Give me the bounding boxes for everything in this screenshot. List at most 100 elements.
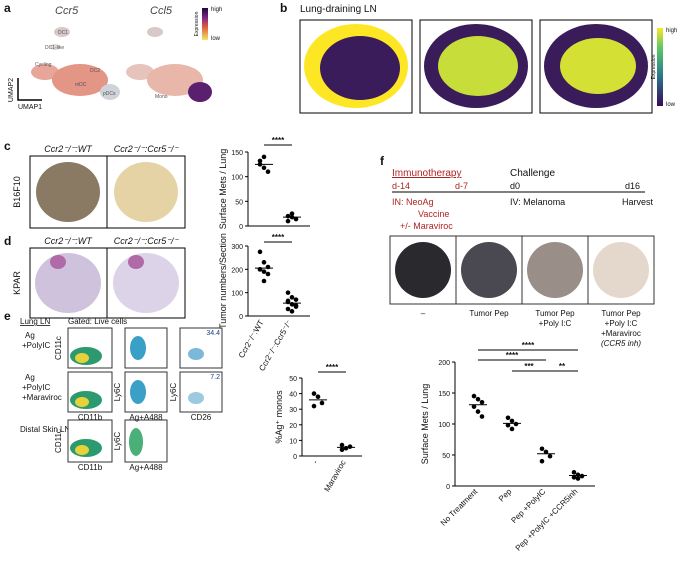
y-tick-label: 50: [442, 453, 450, 460]
cluster-label: pDCs: [103, 91, 116, 97]
group-label: +Poly I:C: [539, 319, 572, 328]
axis-label: Ly6C: [169, 383, 178, 402]
tissue: [438, 36, 518, 96]
colorbar-label: low: [211, 36, 221, 42]
axis-label: Ag+A488: [129, 463, 163, 472]
group-label: +Poly I:C: [605, 319, 638, 328]
colorbar: [202, 8, 208, 40]
group-label: –: [421, 309, 426, 318]
gate-label: Gated: Live cells: [68, 317, 127, 326]
y-tick-label: 20: [289, 423, 297, 430]
data-point: [293, 297, 299, 302]
data-point: [289, 211, 295, 216]
density: [75, 353, 89, 363]
gene-title: Ccl5: [150, 5, 173, 17]
data-point: [505, 415, 511, 421]
phase-label: Challenge: [510, 168, 555, 179]
umap-cluster: [188, 82, 212, 102]
data-point: [285, 290, 291, 295]
x-tick-label: Pep: [497, 487, 514, 504]
y-tick-label: 100: [438, 422, 450, 429]
data-point: [339, 447, 345, 453]
panel-label: d: [4, 234, 11, 248]
tissue-label: Lung LN: [20, 317, 50, 326]
phase-label: Immunotherapy: [392, 168, 461, 179]
panel-title: Lung-draining LN: [300, 4, 377, 15]
data-point: [285, 213, 291, 219]
data-point: [479, 400, 485, 405]
cluster-label: mDC: [75, 82, 87, 88]
y-tick-label: 0: [239, 224, 243, 231]
umap-axes: [17, 78, 42, 101]
axis-label: CD11c: [54, 336, 63, 360]
y-tick-label: 0: [446, 484, 450, 491]
panel-a: a Ccr5 Ccl5 DC1 DC1-like Cycling DC2 mDC…: [4, 1, 222, 111]
axis-label: CD11b: [78, 463, 103, 472]
density: [129, 428, 143, 456]
cluster-label: Cycling: [35, 62, 52, 68]
y-axis-label: Tumor numbers/Section: [218, 233, 228, 329]
umap-cluster: [31, 64, 59, 80]
y-tick-label: 100: [231, 175, 243, 182]
data-point: [285, 298, 291, 304]
panel-label: a: [4, 1, 11, 15]
data-point: [471, 404, 477, 409]
colorbar-title: Expression: [194, 11, 200, 36]
density: [130, 336, 146, 360]
y-axis-label: %Ag⁺ monos: [274, 390, 284, 444]
day: d-14: [392, 181, 410, 191]
model-label: B16F10: [12, 176, 22, 208]
step: IN: NeoAg: [392, 197, 434, 207]
panel-f: f Immunotherapy Challenge d-14 d-7 d0 d1…: [380, 154, 655, 348]
gene-label: Ccl5: [544, 23, 561, 32]
data-point: [475, 409, 481, 414]
day: d-7: [455, 181, 468, 191]
data-point: [319, 400, 325, 406]
panel-c: c Ccr2⁻/⁻:WT Ccr2⁻/⁻:Ccr5⁻/⁻ B16F10: [4, 139, 186, 229]
data-point: [289, 309, 295, 314]
lung: [593, 242, 649, 298]
density: [75, 445, 89, 455]
y-tick-label: 10: [289, 438, 297, 445]
genotype: Ccr2⁻/⁻:WT: [44, 236, 93, 246]
data-point: [347, 444, 353, 449]
panel-label: c: [4, 139, 11, 153]
data-point: [543, 449, 549, 455]
umap-cluster: [147, 64, 203, 96]
lung: [461, 242, 517, 298]
data-point: [257, 158, 263, 164]
panel-d: d Ccr2⁻/⁻:WT Ccr2⁻/⁻:Ccr5⁻/⁻ KPAR: [4, 234, 186, 319]
x-tick-label: Maraviroc: [322, 459, 347, 494]
data-point: [505, 422, 511, 428]
axis-label: CD11c: [54, 429, 63, 453]
y-tick-label: 50: [289, 376, 297, 383]
data-point: [479, 414, 485, 419]
day: d0: [510, 181, 520, 191]
step: Vaccine: [418, 209, 449, 219]
flow-plot: [179, 371, 223, 413]
data-point: [293, 216, 299, 222]
data-point: [343, 445, 349, 451]
data-point: [575, 472, 581, 478]
umap-cluster: [126, 64, 154, 80]
data-point: [289, 295, 295, 300]
axis-label: CD11b: [78, 413, 103, 422]
lung-section: [50, 255, 66, 269]
colorbar-label: low: [666, 102, 676, 108]
panel-label: e: [4, 309, 11, 323]
lung: [395, 242, 451, 298]
data-point: [261, 165, 267, 171]
umap-cluster: [147, 27, 163, 37]
lung: [527, 242, 583, 298]
data-point: [257, 249, 263, 255]
significance-label: ****: [272, 136, 285, 145]
axis-label: Ly6C: [113, 432, 122, 451]
gene-label: Cd19: [304, 23, 324, 32]
row-label: +Maraviroc: [22, 393, 62, 402]
row-label: +PolyIC: [22, 383, 50, 392]
data-point: [265, 271, 271, 277]
data-point: [293, 303, 299, 308]
colorbar-label: high: [211, 7, 222, 13]
y-tick-label: 150: [438, 391, 450, 398]
x-tick-label: -: [311, 458, 320, 465]
